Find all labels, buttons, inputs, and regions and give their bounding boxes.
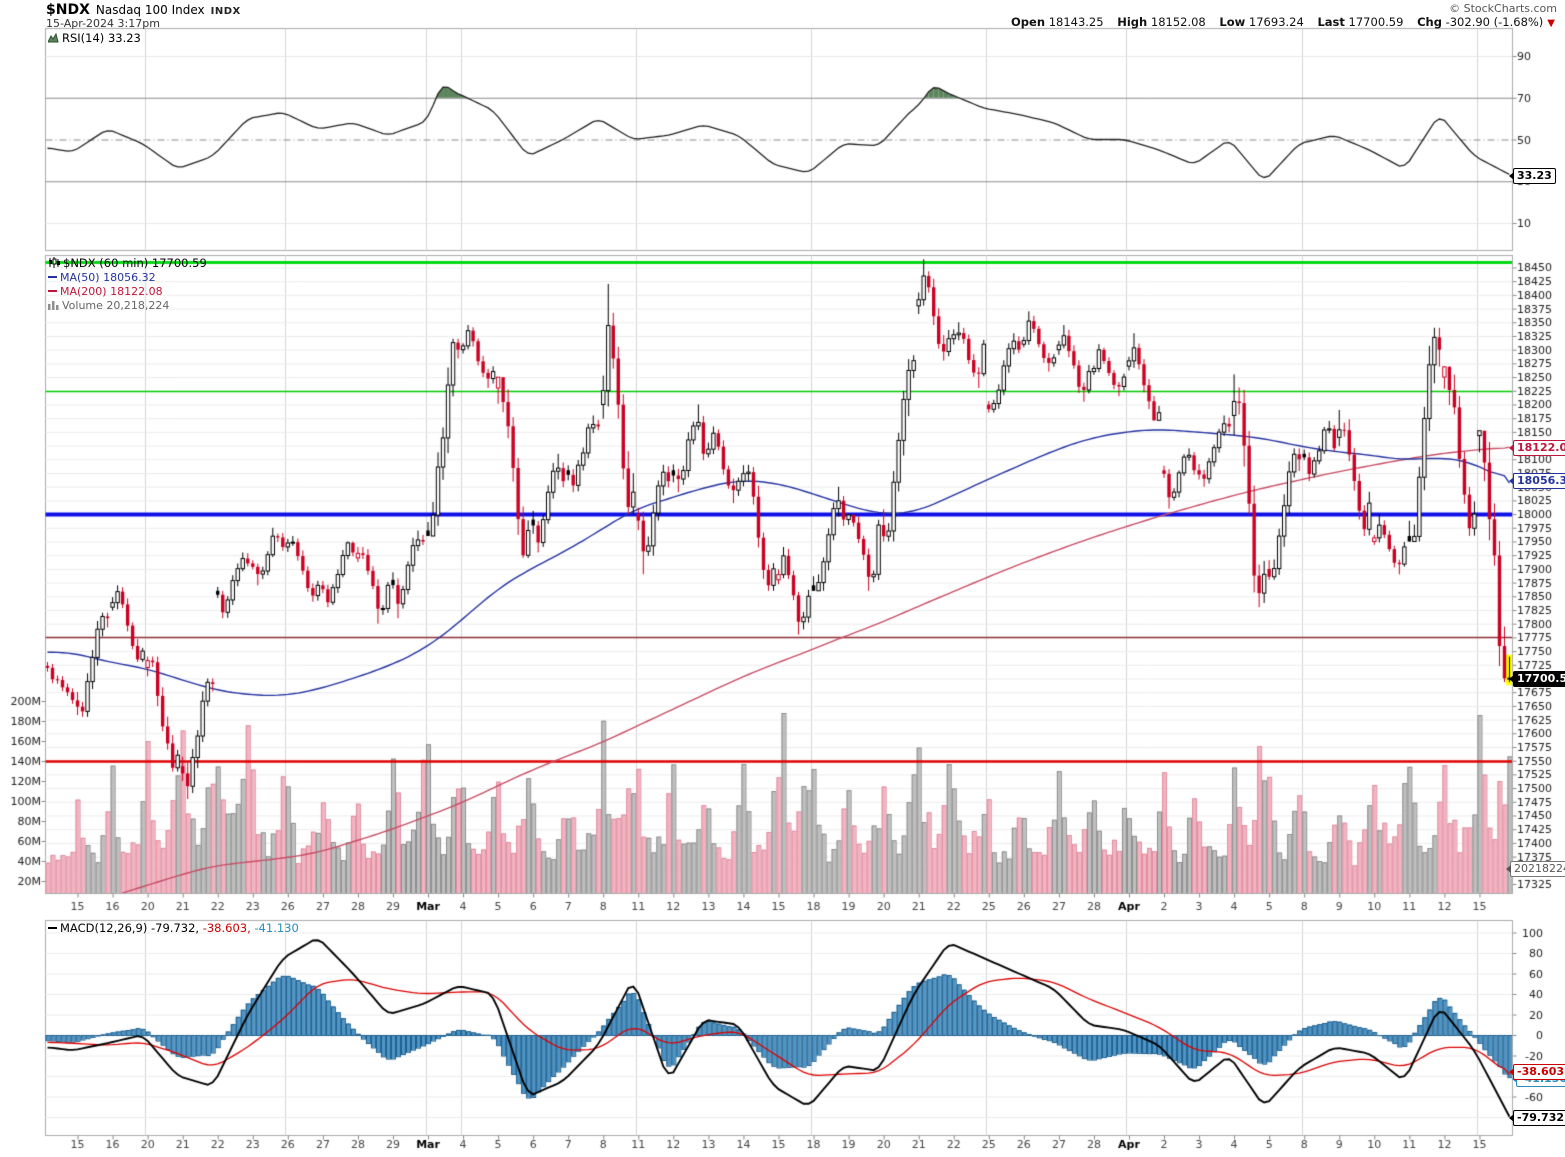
ma200-value-callout: 18122.08 (1509, 440, 1565, 456)
high-value: 18152.08 (1150, 15, 1206, 29)
rsi-value-callout: 33.23 (1509, 168, 1556, 184)
quote-summary: Open 18143.25 High 18152.08 Low 17693.24… (1001, 15, 1555, 29)
ticker-name: Nasdaq 100 Index (95, 3, 205, 17)
chg-label: Chg (1417, 15, 1442, 29)
chg-down-arrow-icon[interactable]: ▼ (1547, 18, 1555, 29)
macd-legend: MACD(12,26,9) -79.732, -38.603, -41.130 (48, 921, 299, 935)
macd-hist-value: -41.130 (254, 921, 299, 935)
ma200-legend-text: MA(200) 18122.08 (60, 285, 163, 298)
macd-value: -79.732, (151, 921, 200, 935)
last-price-callout: 17700.59 (1509, 671, 1565, 687)
ticker-exchange: INDX (210, 6, 241, 17)
price-legend: $NDX (60 min) 17700.59 (48, 256, 207, 271)
chart-datetime: 15-Apr-2024 3:17pm (46, 17, 160, 30)
macd-line-icon (48, 927, 57, 929)
volume-value-callout: 20218224 (1506, 861, 1565, 877)
volume-legend-text: Volume 20,218,224 (62, 299, 170, 312)
macd-line-callout: -79.732 (1508, 1110, 1565, 1126)
rsi-area-icon (47, 32, 59, 46)
rsi-legend: RSI(14) 33.23 (47, 31, 141, 46)
volume-bars-icon (48, 300, 59, 313)
macd-legend-name: MACD(12,26,9) (60, 921, 148, 935)
ma50-line-icon (48, 276, 57, 278)
chg-value: -302.90 (-1.68%) (1445, 15, 1544, 29)
volume-legend: Volume 20,218,224 (48, 299, 169, 313)
high-label: High (1117, 15, 1148, 29)
price-legend-text: $NDX (60 min) 17700.59 (63, 256, 207, 270)
candlestick-icon (48, 257, 60, 271)
ticker-symbol: $NDX (46, 2, 90, 18)
header-line: $NDX Nasdaq 100 Index INDX (46, 2, 241, 18)
open-label: Open (1011, 15, 1046, 29)
macd-signal-callout: -38.603 (1508, 1064, 1565, 1080)
ma50-legend: MA(50) 18056.32 (48, 271, 156, 284)
open-value: 18143.25 (1048, 15, 1104, 29)
rsi-legend-text: RSI(14) 33.23 (62, 31, 141, 45)
stockcharts-credit: © StockCharts.com (1449, 2, 1557, 15)
ma200-line-icon (48, 290, 57, 292)
low-label: Low (1219, 15, 1246, 29)
macd-signal-value: -38.603, (202, 921, 251, 935)
ma200-legend: MA(200) 18122.08 (48, 285, 163, 298)
last-value: 17700.59 (1348, 15, 1404, 29)
ma50-legend-text: MA(50) 18056.32 (60, 271, 156, 284)
ma50-value-callout: 18056.32 (1509, 473, 1565, 489)
low-value: 17693.24 (1248, 15, 1304, 29)
last-label: Last (1317, 15, 1345, 29)
